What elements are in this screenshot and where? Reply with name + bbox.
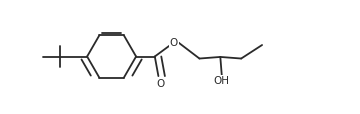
Text: OH: OH: [214, 76, 230, 86]
Text: O: O: [156, 78, 164, 88]
Text: O: O: [170, 38, 178, 48]
